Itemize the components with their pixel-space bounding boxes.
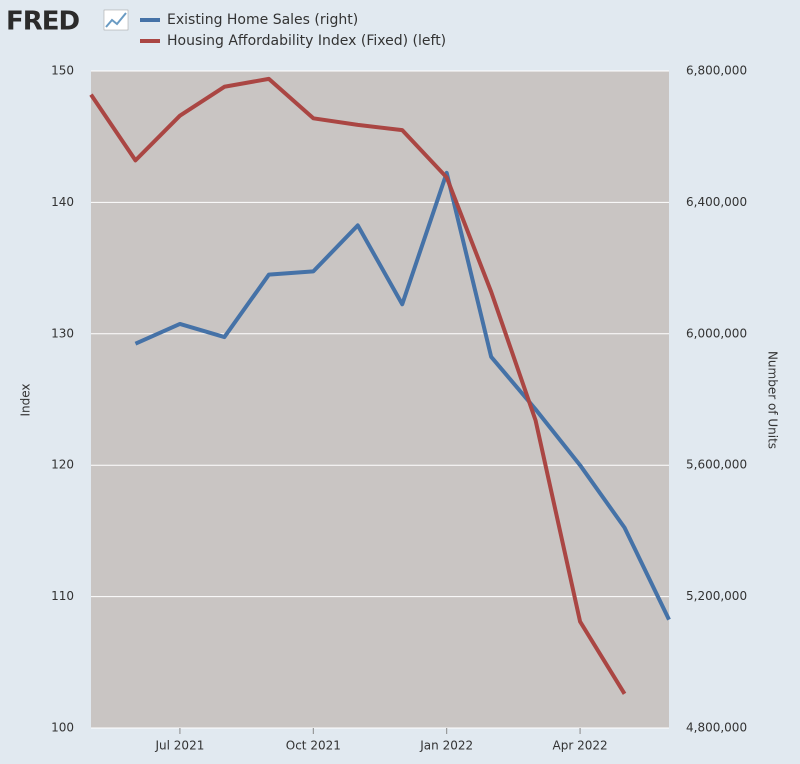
series-line: [89, 76, 627, 695]
logo-icon: [103, 9, 129, 31]
y2-tick-label: 5,600,000: [686, 458, 747, 472]
legend-label: Housing Affordability Index (Fixed) (lef…: [167, 33, 446, 49]
y2-tick-label: 6,400,000: [686, 195, 747, 209]
y-tick-label: 140: [51, 195, 74, 209]
y-axis-label: Index: [19, 383, 33, 416]
y2-tick-label: 5,200,000: [686, 589, 747, 603]
x-tick-label: Apr 2022: [553, 739, 608, 753]
x-tick-label: Jul 2021: [155, 739, 205, 753]
y2-tick-label: 4,800,000: [686, 721, 747, 735]
plot-area: [91, 71, 669, 728]
y2-tick-label: 6,000,000: [686, 326, 747, 340]
y-tick-label: 110: [51, 589, 74, 603]
logo: FRED: [6, 7, 80, 37]
x-tick-label: Jan 2022: [419, 739, 473, 753]
y-tick-label: 150: [51, 64, 74, 78]
legend-label: Existing Home Sales (right): [167, 12, 358, 28]
y-tick-label: 100: [51, 721, 74, 735]
y-tick-label: 120: [51, 458, 74, 472]
y2-tick-label: 6,800,000: [686, 64, 747, 78]
y-tick-label: 130: [51, 326, 74, 340]
y2-axis-label: Number of Units: [766, 351, 780, 449]
series-line: [134, 170, 671, 621]
x-tick-label: Oct 2021: [286, 739, 341, 753]
